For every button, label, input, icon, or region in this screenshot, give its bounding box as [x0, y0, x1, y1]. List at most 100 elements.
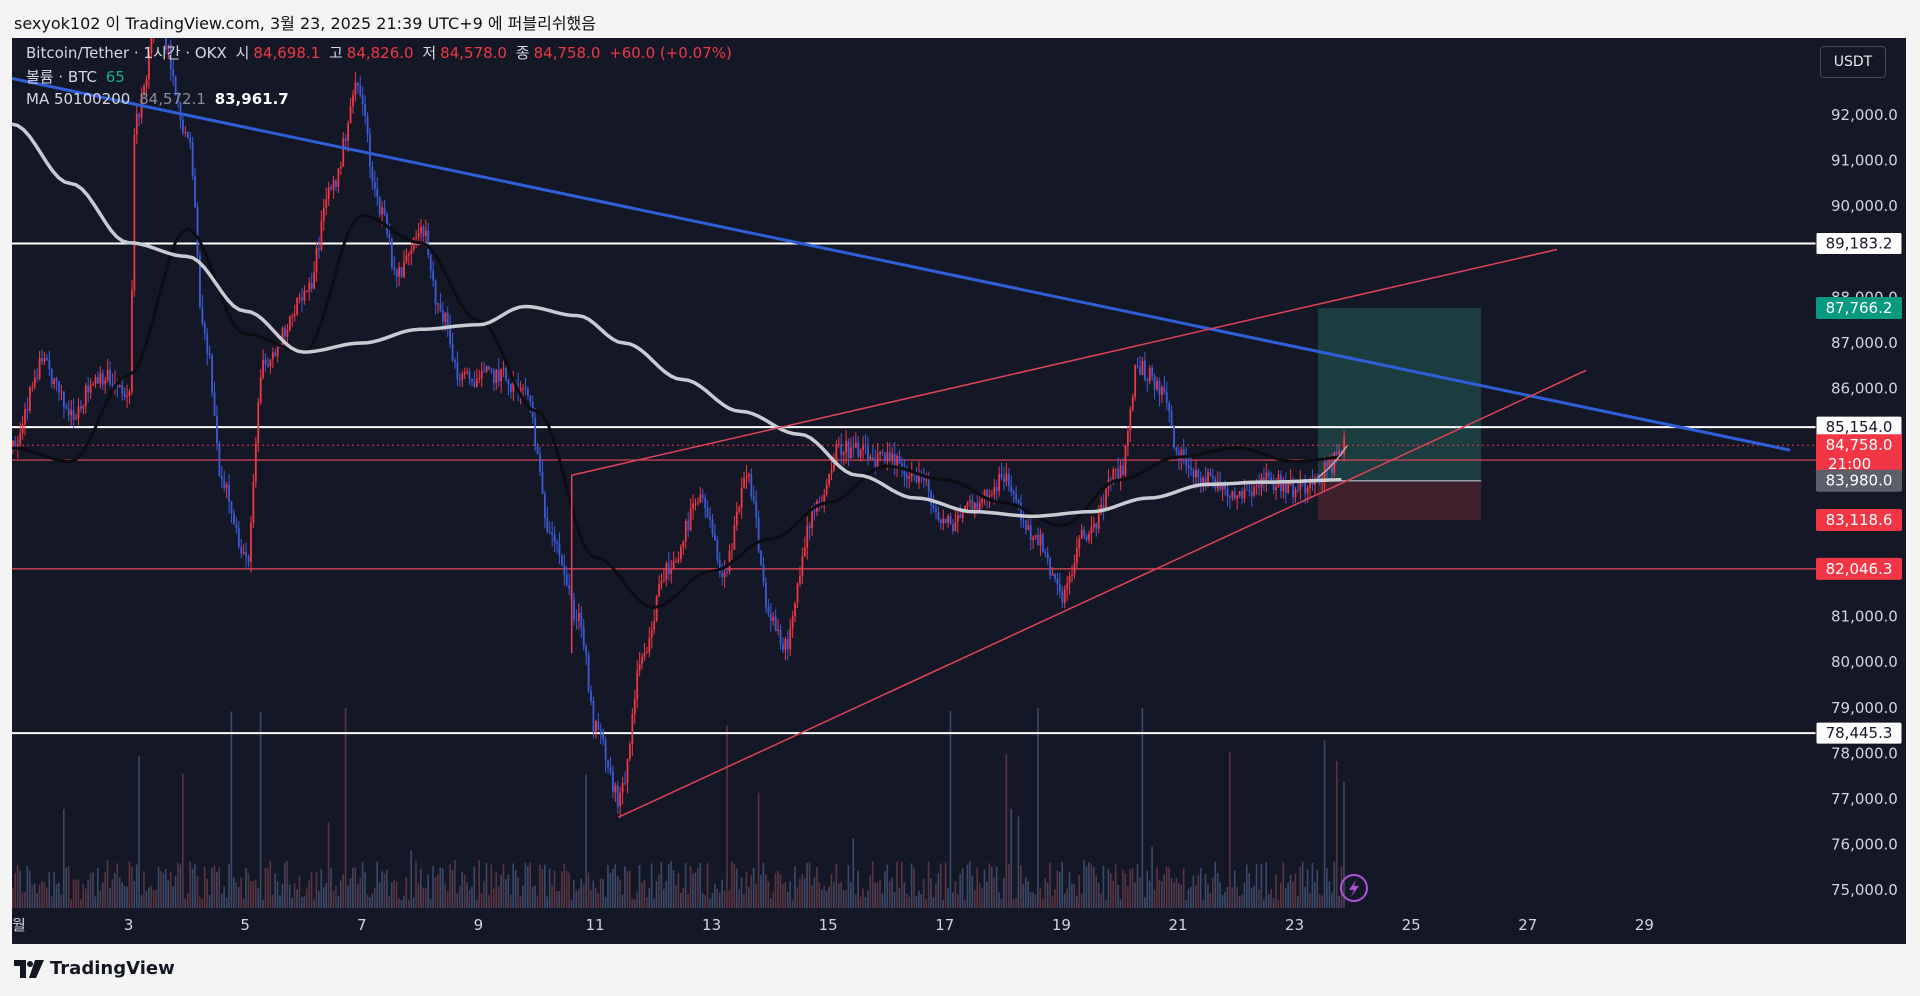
horizontal-levels[interactable]: [12, 242, 1816, 735]
time-axis[interactable]: 월 3 5 7 9 11 13 15 17 19 21 23 25 27 29: [12, 916, 1654, 934]
candle-body: [842, 452, 845, 455]
candle-body: [507, 380, 510, 384]
volume-bar: [1168, 867, 1170, 908]
candle-body: [497, 369, 500, 382]
candle-body: [830, 470, 833, 474]
volume-bar: [1139, 877, 1141, 908]
x-tick-label: 21: [1168, 916, 1187, 934]
volume-bar: [612, 868, 614, 908]
volume-bar: [1039, 888, 1042, 908]
volume-bar: [956, 894, 959, 908]
candle-body: [658, 584, 660, 597]
candle-body: [451, 344, 454, 361]
volume-bar: [859, 896, 862, 908]
candle-body: [55, 378, 58, 382]
x-tick-label: 5: [240, 916, 250, 934]
chart-panel[interactable]: 92,000.091,000.090,000.088,000.087,000.0…: [12, 38, 1906, 944]
volume-bar: [48, 871, 51, 908]
candle-body: [143, 85, 145, 94]
volume-bar: [966, 864, 969, 908]
price-axis[interactable]: 92,000.091,000.090,000.088,000.087,000.0…: [1831, 106, 1898, 899]
volume-bar: [1163, 874, 1166, 908]
volume-bar: [1170, 878, 1173, 908]
volume-bar: [631, 898, 634, 908]
candle-body: [733, 525, 736, 550]
x-tick-label: 15: [819, 916, 838, 934]
candle-body: [782, 643, 784, 651]
volume-bar: [1233, 870, 1236, 908]
candle-body: [512, 381, 515, 392]
candle-body: [50, 369, 53, 385]
candle-body: [789, 628, 792, 650]
legend-ma-label[interactable]: MA 50100200: [26, 90, 131, 108]
candle-body: [1105, 488, 1107, 511]
volume-bar: [655, 881, 658, 908]
candle-body: [1066, 583, 1069, 590]
footer-brand[interactable]: TradingView: [14, 958, 175, 979]
trend-lines[interactable]: [12, 77, 1791, 818]
volume-bar: [471, 886, 473, 908]
replay-icon[interactable]: [1340, 874, 1368, 902]
y-tick-label: 91,000.0: [1831, 152, 1898, 170]
volume-bar: [806, 863, 808, 908]
candle-body: [786, 638, 789, 650]
volume-bar: [1095, 875, 1098, 908]
wedge-line: [571, 248, 1558, 476]
volume-bar: [582, 884, 585, 908]
candle-body: [213, 392, 216, 416]
volume-bar: [186, 893, 189, 908]
candle-body: [1263, 477, 1265, 483]
volume-bar: [930, 878, 932, 908]
volume-bar: [548, 868, 551, 908]
candle-body: [573, 599, 575, 620]
volume-bar: [182, 773, 184, 908]
candle-body: [1012, 491, 1015, 494]
price-tag-label: 87,766.2: [1826, 299, 1893, 317]
candle-body: [1124, 445, 1127, 476]
volume-bar: [833, 882, 835, 908]
legend-symbol[interactable]: Bitcoin/Tether · 1시간 · OKX: [26, 44, 227, 62]
volume-bar: [211, 868, 213, 908]
volume-bar: [517, 876, 519, 908]
candle-body: [808, 525, 811, 529]
candle-body: [441, 310, 444, 322]
candle-body: [524, 388, 527, 390]
volume-bar: [733, 863, 736, 908]
price-tag: [1816, 508, 1902, 531]
candle-body: [689, 508, 692, 531]
candle-body: [29, 387, 31, 411]
volume-bar: [816, 866, 818, 908]
volume-bar: [1024, 877, 1027, 908]
volume-bar: [553, 870, 556, 908]
volume-bar: [1136, 863, 1139, 908]
legend-ohlc-row: Bitcoin/Tether · 1시간 · OKX 시 84,698.1 고 84…: [26, 42, 736, 63]
volume-bar: [92, 872, 94, 908]
price-chart[interactable]: 92,000.091,000.090,000.088,000.087,000.0…: [12, 38, 1906, 944]
volume-bar: [488, 895, 490, 908]
candle-body: [1197, 469, 1200, 478]
candle-body: [867, 446, 869, 460]
candle-body: [1265, 472, 1268, 483]
volume-bar: [711, 892, 714, 908]
legend-volume-label[interactable]: 볼륨 · BTC: [26, 68, 97, 86]
candle-body: [483, 371, 486, 373]
currency-button[interactable]: USDT: [1820, 46, 1886, 78]
candle-body: [1326, 462, 1328, 467]
volume-bar: [424, 887, 427, 908]
candle-body: [556, 542, 558, 544]
volume-bar: [1321, 895, 1323, 908]
position-tool[interactable]: [1317, 308, 1482, 520]
volume-bar: [461, 871, 463, 908]
volume-bar: [1105, 899, 1107, 908]
volume-bar: [942, 899, 944, 908]
volume-bar: [760, 874, 762, 908]
volume-bar: [89, 873, 92, 908]
candle-body: [315, 248, 318, 273]
candle-body: [952, 524, 954, 532]
candle-body: [174, 75, 177, 96]
publish-caption: sexyok102 이 TradingView.com, 3월 23, 2025…: [14, 14, 596, 33]
candle-body: [444, 312, 447, 322]
volume-bar: [786, 891, 789, 908]
volume-bar: [1141, 708, 1144, 908]
volume-bar: [1192, 875, 1195, 908]
